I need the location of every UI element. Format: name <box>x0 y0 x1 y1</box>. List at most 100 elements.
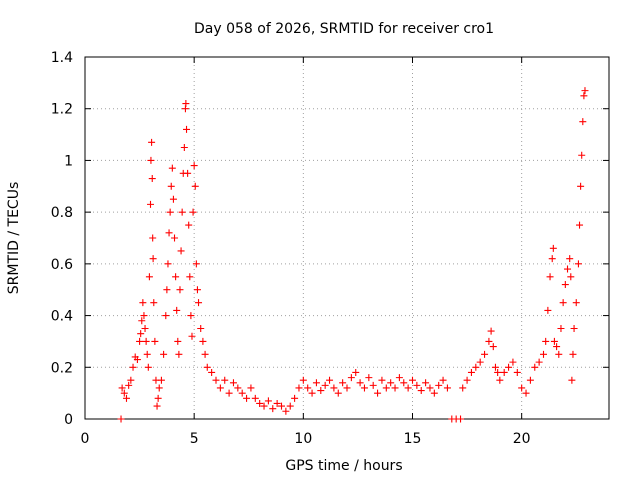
data-point <box>559 299 567 307</box>
data-point <box>182 100 190 108</box>
data-point <box>208 368 216 376</box>
data-point <box>321 381 329 389</box>
data-point <box>485 337 493 345</box>
data-point <box>229 379 237 387</box>
data-point <box>197 325 205 332</box>
grid <box>85 57 609 419</box>
data-point <box>567 273 575 281</box>
data-point <box>550 337 558 345</box>
data-point <box>487 327 495 335</box>
data-point <box>117 415 125 423</box>
data-point <box>526 376 534 384</box>
data-point <box>247 384 255 392</box>
data-point <box>203 363 211 371</box>
y-tick-label: 0.2 <box>51 360 73 376</box>
x-tick-label: 15 <box>404 431 422 447</box>
data-point <box>251 394 259 402</box>
data-point <box>491 363 499 371</box>
data-point <box>467 368 475 376</box>
data-point <box>535 358 543 366</box>
data-point <box>299 376 307 384</box>
data-point <box>188 332 196 340</box>
data-point <box>120 389 128 397</box>
data-point <box>212 376 220 384</box>
y-tick-label: 1.2 <box>51 102 73 118</box>
data-point <box>400 379 408 387</box>
y-tick-label: 0.6 <box>51 257 73 273</box>
data-point <box>577 182 585 190</box>
data-point <box>221 376 229 384</box>
data-point <box>157 376 165 384</box>
data-point <box>581 87 589 95</box>
data-point <box>334 389 342 397</box>
axis-ticks: 0 0.2 0.4 0.6 0.8 1 1.2 1.4 0 5 10 15 20 <box>51 50 609 447</box>
data-point <box>154 394 162 402</box>
data-point <box>457 415 465 423</box>
chart-title: Day 058 of 2026, SRMTID for receiver cro… <box>194 21 494 37</box>
data-point <box>553 343 561 351</box>
y-tick-label: 0.4 <box>51 309 73 325</box>
data-point <box>143 350 151 358</box>
data-point <box>149 255 157 263</box>
data-point <box>443 384 451 392</box>
data-point <box>549 244 557 252</box>
data-point <box>572 299 580 307</box>
data-point <box>365 374 373 382</box>
data-point <box>522 389 530 397</box>
data-point <box>190 162 198 170</box>
data-point <box>178 208 186 216</box>
data-point <box>459 384 467 392</box>
data-point <box>330 384 338 392</box>
data-point <box>409 376 416 384</box>
data-point <box>172 273 180 281</box>
data-point <box>326 376 334 384</box>
data-point <box>417 387 425 395</box>
data-point <box>481 350 489 358</box>
data-point <box>127 376 135 384</box>
data-point <box>144 363 152 371</box>
data-point <box>360 384 368 392</box>
data-point <box>191 182 199 190</box>
data-point <box>382 384 390 392</box>
data-points <box>117 87 589 423</box>
data-point <box>509 358 517 366</box>
data-point <box>472 363 480 371</box>
data-point <box>574 260 582 268</box>
data-point <box>164 260 172 268</box>
data-point <box>476 358 484 366</box>
data-point <box>163 286 171 294</box>
data-point <box>422 379 430 387</box>
y-tick-label: 1 <box>64 153 73 169</box>
x-tick-label: 5 <box>190 431 199 447</box>
data-point <box>192 260 200 268</box>
data-point <box>256 399 264 407</box>
data-point <box>238 389 246 397</box>
plot-frame <box>84 56 610 420</box>
data-point <box>148 175 156 183</box>
data-point <box>564 265 572 273</box>
data-point <box>308 389 316 397</box>
data-point <box>151 337 159 345</box>
data-point <box>578 151 586 159</box>
data-point <box>518 384 526 392</box>
data-point <box>489 343 497 351</box>
data-point <box>180 144 188 151</box>
data-point <box>167 182 175 190</box>
data-point <box>374 389 382 397</box>
data-point <box>369 381 377 389</box>
y-tick-label: 0 <box>64 412 73 428</box>
data-point <box>264 397 272 405</box>
data-point <box>273 399 281 407</box>
data-point <box>463 376 471 384</box>
data-point <box>439 376 447 384</box>
data-point <box>189 208 197 216</box>
data-point <box>343 384 351 392</box>
y-tick-label: 0.8 <box>51 205 73 221</box>
data-point <box>140 312 148 320</box>
data-point <box>122 394 130 402</box>
data-point <box>243 394 251 402</box>
data-point <box>500 368 508 376</box>
data-point <box>169 195 177 203</box>
data-point <box>404 384 412 392</box>
